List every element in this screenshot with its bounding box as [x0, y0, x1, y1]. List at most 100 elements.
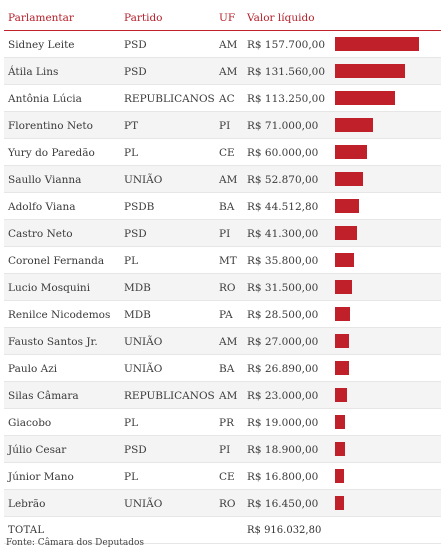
row-value: R$ 19.000,00	[247, 417, 319, 429]
row-name: Renilce Nicodemos	[8, 309, 111, 321]
row-party: PL	[124, 255, 139, 267]
value-bar	[335, 388, 347, 402]
table-row: Renilce Nicodemos MDB PA R$ 28.500,00	[4, 301, 441, 328]
row-uf: BA	[219, 363, 235, 375]
row-uf: AM	[219, 39, 238, 51]
value-bar	[335, 253, 354, 267]
table-header: Parlamentar Partido UF Valor líquido	[4, 8, 441, 31]
row-name: Paulo Azi	[8, 363, 58, 375]
row-name: Sidney Leite	[8, 39, 75, 51]
value-bar	[335, 334, 349, 348]
header-value[interactable]: Valor líquido	[247, 12, 315, 24]
row-party: PSD	[124, 444, 147, 456]
row-value: R$ 44.512,80	[247, 201, 319, 213]
row-name: Yury do Paredão	[8, 147, 95, 159]
value-bar	[335, 172, 363, 186]
row-party: PSDB	[124, 201, 155, 213]
row-value: R$ 28.500,00	[247, 309, 319, 321]
row-party: PL	[124, 417, 139, 429]
table-row: Silas Câmara REPUBLICANOS AM R$ 23.000,00	[4, 382, 441, 409]
value-bar	[335, 145, 367, 159]
table-row: Fausto Santos Jr. UNIÃO AM R$ 27.000,00	[4, 328, 441, 355]
row-name: Antônia Lúcia	[8, 93, 82, 105]
row-value: R$ 52.870,00	[247, 174, 319, 186]
value-bar	[335, 496, 344, 510]
value-bar	[335, 37, 419, 51]
row-party: PSD	[124, 228, 147, 240]
total-label: TOTAL	[8, 525, 45, 536]
row-value: R$ 27.000,00	[247, 336, 319, 348]
total-value: R$ 916.032,80	[247, 525, 322, 536]
table-row: Júlio Cesar PSD PI R$ 18.900,00	[4, 436, 441, 463]
source-note: Fonte: Câmara dos Deputados	[6, 538, 145, 548]
row-uf: AM	[219, 336, 238, 348]
row-uf: BA	[219, 201, 235, 213]
table-body: Sidney Leite PSD AM R$ 157.700,00 Átila Lins…	[4, 31, 441, 517]
header-party[interactable]: Partido	[124, 12, 163, 24]
row-uf: AC	[219, 93, 235, 105]
row-value: R$ 131.560,00	[247, 66, 326, 78]
table-row: Florentino Neto PT PI R$ 71.000,00	[4, 112, 441, 139]
row-uf: RO	[219, 498, 236, 510]
row-party: PT	[124, 120, 139, 132]
table-row: Adolfo Viana PSDB BA R$ 44.512,80	[4, 193, 441, 220]
row-party: REPUBLICANOS	[124, 93, 215, 105]
row-uf: AM	[219, 174, 238, 186]
value-bar	[335, 226, 357, 240]
row-party: UNIÃO	[124, 336, 163, 348]
value-bar	[335, 442, 345, 456]
row-value: R$ 31.500,00	[247, 282, 319, 294]
row-name: Florentino Neto	[8, 120, 93, 132]
table-row: Antônia Lúcia REPUBLICANOS AC R$ 113.250,00	[4, 85, 441, 112]
table-row: Júnior Mano PL CE R$ 16.800,00	[4, 463, 441, 490]
row-value: R$ 23.000,00	[247, 390, 319, 402]
header-name[interactable]: Parlamentar	[8, 12, 74, 24]
value-bar	[335, 415, 345, 429]
row-party: MDB	[124, 309, 151, 321]
row-party: PSD	[124, 39, 147, 51]
row-uf: PA	[219, 309, 233, 321]
row-value: R$ 26.890,00	[247, 363, 319, 375]
table-row: Castro Neto PSD PI R$ 41.300,00	[4, 220, 441, 247]
value-bar	[335, 469, 344, 483]
row-name: Coronel Fernanda	[8, 255, 105, 267]
row-uf: PI	[219, 120, 231, 132]
value-bar	[335, 64, 405, 78]
row-value: R$ 71.000,00	[247, 120, 319, 132]
row-name: Silas Câmara	[8, 390, 79, 402]
row-party: PSD	[124, 66, 147, 78]
row-value: R$ 16.800,00	[247, 471, 319, 483]
table-row: Lucio Mosquini MDB RO R$ 31.500,00	[4, 274, 441, 301]
table-row: Saullo Vianna UNIÃO AM R$ 52.870,00	[4, 166, 441, 193]
value-bar	[335, 199, 359, 213]
row-uf: PI	[219, 444, 231, 456]
header-uf[interactable]: UF	[219, 12, 236, 24]
row-party: PL	[124, 471, 139, 483]
table-row: Coronel Fernanda PL MT R$ 35.800,00	[4, 247, 441, 274]
row-name: Júlio Cesar	[8, 444, 67, 456]
table-row: Giacobo PL PR R$ 19.000,00	[4, 409, 441, 436]
row-name: Lebrão	[8, 498, 46, 510]
row-uf: PR	[219, 417, 234, 429]
row-value: R$ 157.700,00	[247, 39, 326, 51]
table-row: Átila Lins PSD AM R$ 131.560,00	[4, 58, 441, 85]
row-name: Júnior Mano	[8, 471, 74, 483]
row-value: R$ 18.900,00	[247, 444, 319, 456]
row-value: R$ 60.000,00	[247, 147, 319, 159]
row-name: Castro Neto	[8, 228, 73, 240]
row-value: R$ 113.250,00	[247, 93, 326, 105]
table-row: Yury do Paredão PL CE R$ 60.000,00	[4, 139, 441, 166]
table-row: Sidney Leite PSD AM R$ 157.700,00	[4, 31, 441, 58]
row-uf: CE	[219, 147, 235, 159]
row-value: R$ 16.450,00	[247, 498, 319, 510]
row-party: MDB	[124, 282, 151, 294]
expenses-table: Parlamentar Partido UF Valor líquido Sid…	[4, 8, 441, 544]
row-name: Saullo Vianna	[8, 174, 82, 186]
value-bar	[335, 307, 350, 321]
row-name: Átila Lins	[8, 66, 59, 78]
row-name: Fausto Santos Jr.	[8, 336, 98, 348]
row-name: Lucio Mosquini	[8, 282, 91, 294]
total-row: TOTAL R$ 916.032,80	[4, 517, 441, 544]
row-uf: PI	[219, 228, 231, 240]
value-bar	[335, 91, 395, 105]
